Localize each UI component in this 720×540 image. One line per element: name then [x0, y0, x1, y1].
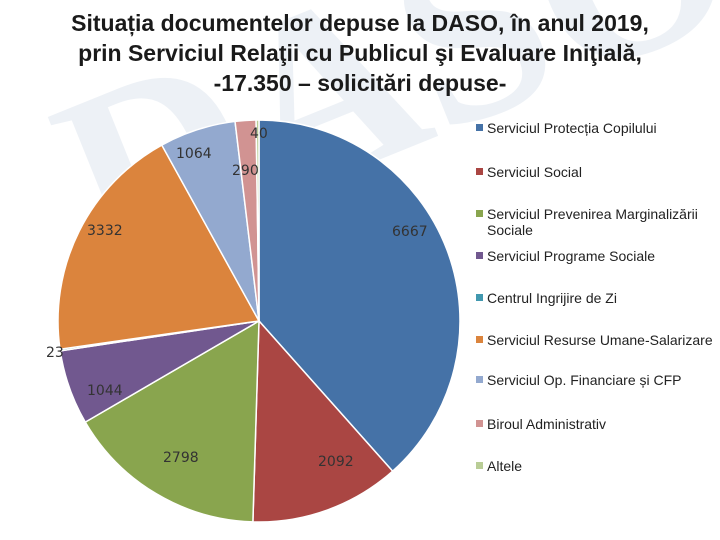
legend-label: Serviciul Resurse Umane-Salarizare [487, 332, 713, 348]
pie-data-label: 1064 [176, 146, 212, 162]
pie-data-label: 40 [250, 126, 268, 142]
pie-data-label: 6667 [392, 224, 428, 240]
legend-swatch [476, 168, 483, 175]
legend-item: Serviciul Protecția Copilului [476, 120, 716, 136]
pie-slice [84, 319, 260, 523]
legend-label: Serviciul Programe Sociale [487, 248, 656, 264]
legend-item: Centrul Ingrijire de Zi [476, 290, 716, 306]
pie-slice [258, 119, 461, 473]
pie-data-label: 3332 [87, 223, 123, 239]
pie-data-label: 290 [232, 163, 259, 179]
legend-item: Biroul Administrativ [476, 416, 716, 432]
legend-label: Serviciul Prevenirea Marginalizării Soci… [487, 206, 698, 238]
legend-label: Centrul Ingrijire de Zi [487, 290, 617, 306]
pie-slice [255, 119, 260, 322]
legend-swatch [476, 336, 483, 343]
title-line-3: -17.350 – solicitări depuse- [213, 70, 507, 96]
pie-slice [57, 144, 261, 351]
legend-item: Serviciul Prevenirea Marginalizării Soci… [476, 206, 716, 238]
legend-item: Serviciul Resurse Umane-Salarizare [476, 332, 716, 348]
pie-data-label: 23 [46, 345, 64, 361]
legend-swatch [476, 294, 483, 301]
pie-slice [252, 319, 394, 523]
legend-swatch [476, 252, 483, 259]
legend-item: Altele [476, 458, 716, 474]
legend-swatch [476, 462, 483, 469]
title-line-1: Situația documentelor depuse la DASO, în… [71, 10, 649, 36]
legend-label: Biroul Administrativ [487, 416, 607, 432]
legend-item: Serviciul Op. Financiare și CFP [476, 372, 716, 388]
legend-swatch [476, 124, 483, 131]
legend-label: Altele [487, 458, 523, 474]
legend-item: Serviciul Programe Sociale [476, 248, 716, 264]
legend-item: Serviciul Social [476, 164, 716, 180]
chart-title: Situația documentelor depuse la DASO, în… [0, 8, 720, 98]
legend-swatch [476, 210, 483, 217]
pie-data-label: 2798 [163, 450, 199, 466]
title-line-2: prin Serviciul Relaţii cu Publicul şi Ev… [78, 40, 642, 66]
pie-data-label: 1044 [87, 383, 123, 399]
legend-label: Serviciul Protecția Copilului [487, 120, 657, 136]
pie-data-label: 2092 [318, 454, 354, 470]
legend-swatch [476, 376, 483, 383]
legend-label: Serviciul Op. Financiare și CFP [487, 372, 682, 388]
legend-label: Serviciul Social [487, 164, 582, 180]
legend-swatch [476, 420, 483, 427]
